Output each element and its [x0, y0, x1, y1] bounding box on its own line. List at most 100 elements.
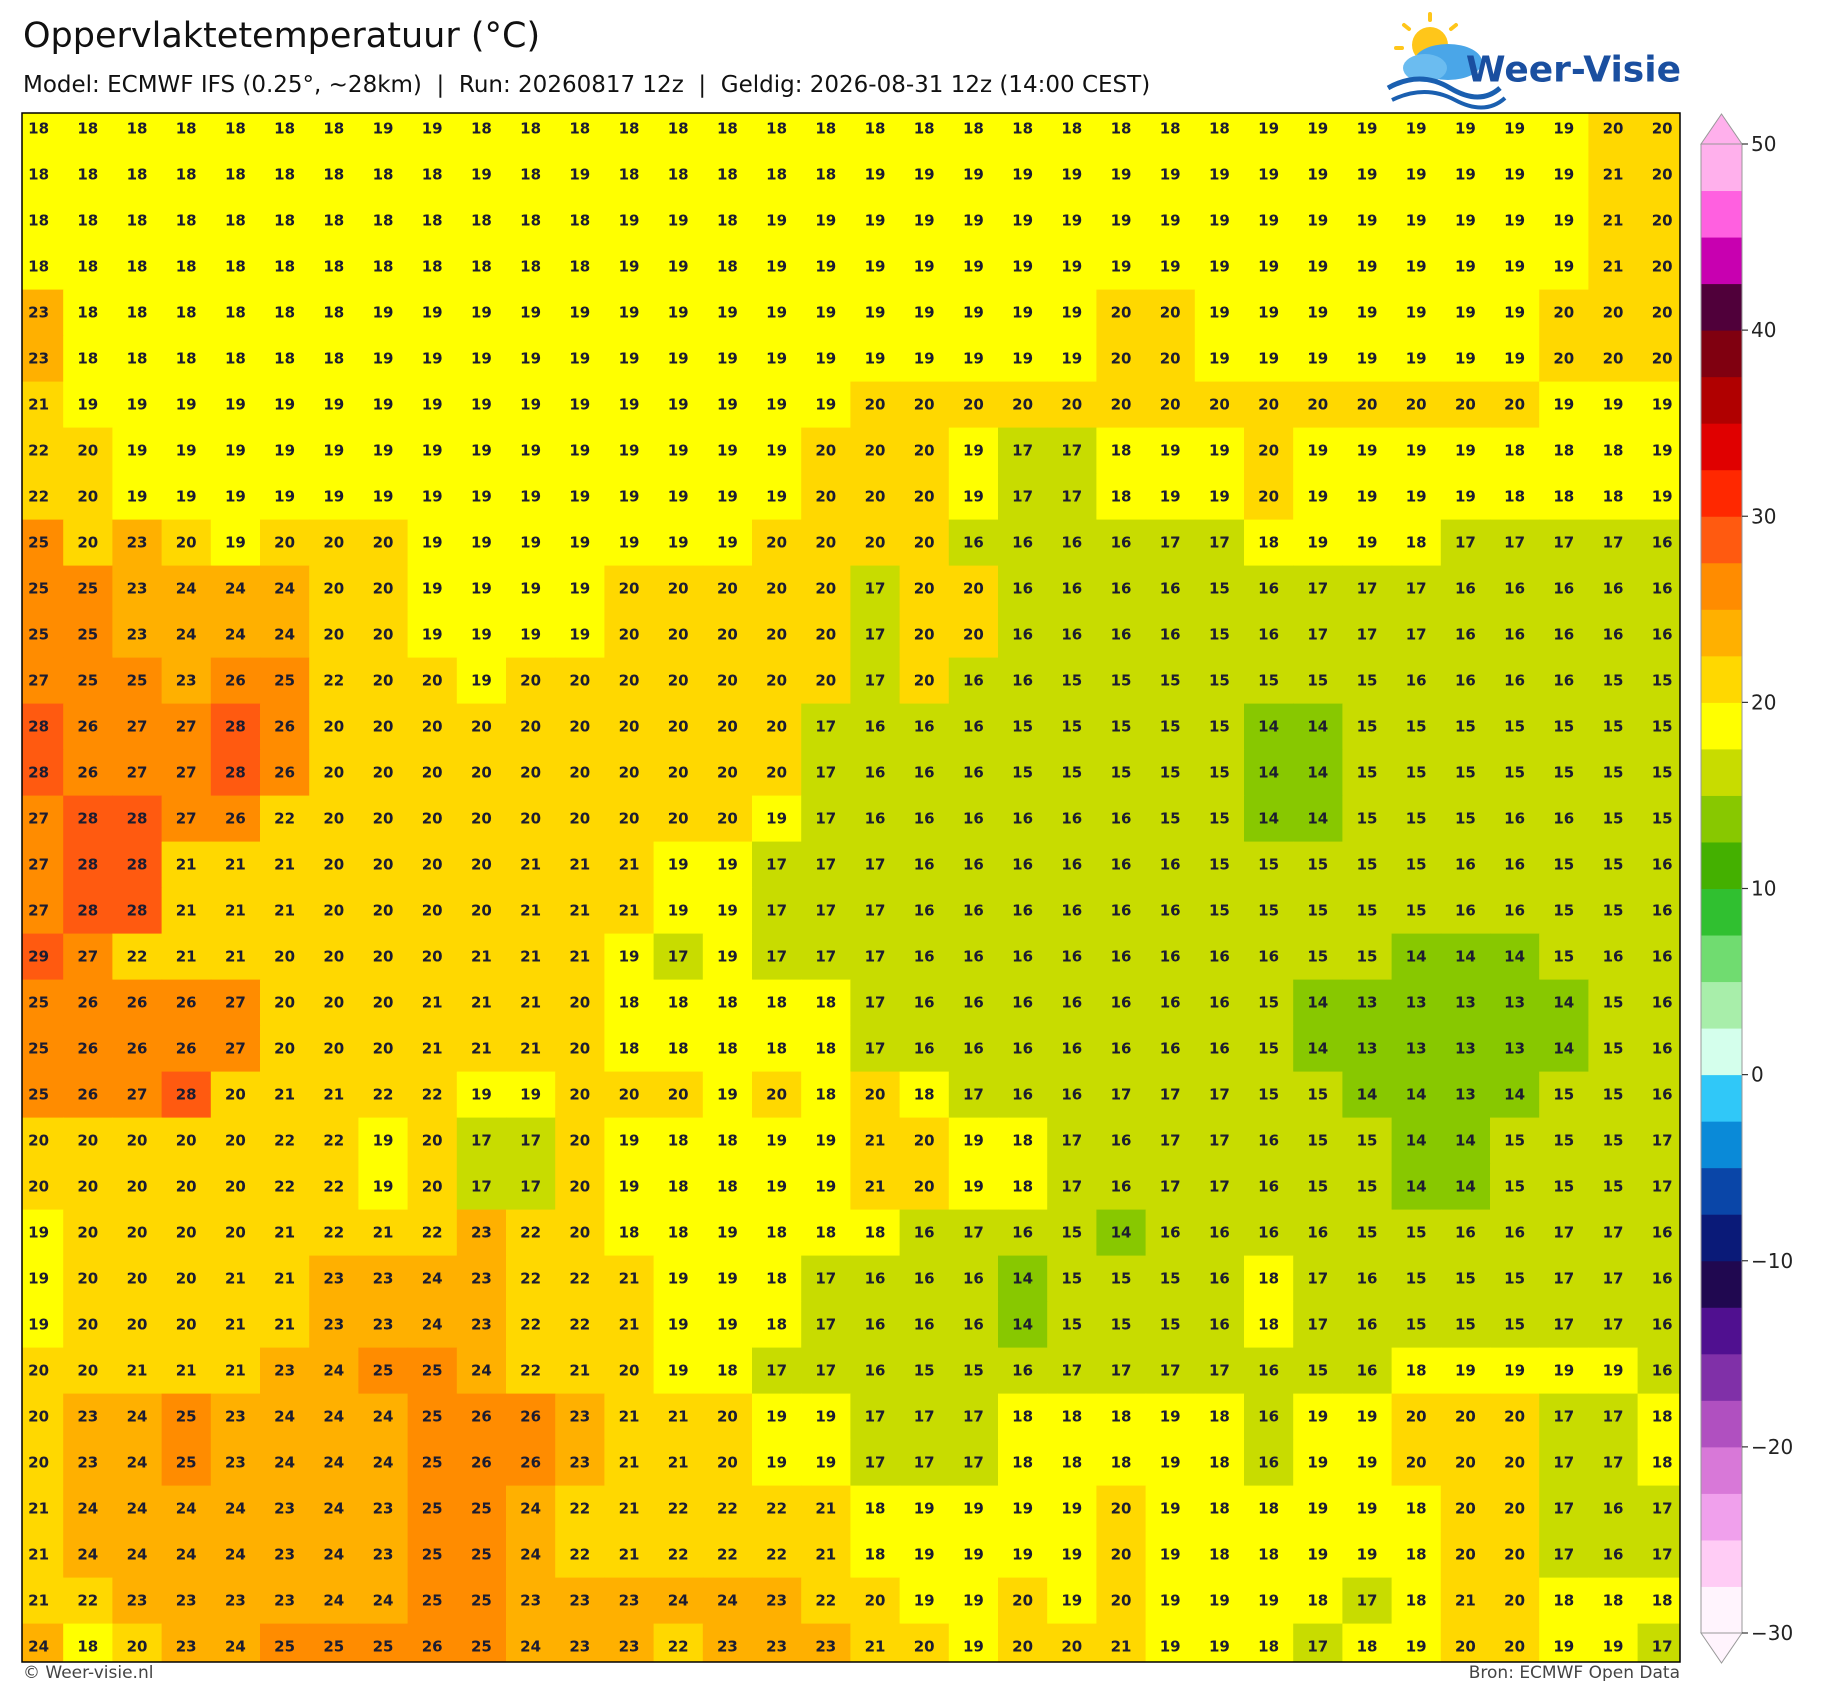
- temperature-cell: [260, 1209, 310, 1257]
- temperature-cell: [1096, 611, 1147, 659]
- temperature-value: 15: [1504, 1132, 1525, 1150]
- temperature-value: 22: [668, 1638, 689, 1656]
- temperature-cell: [1588, 243, 1639, 291]
- temperature-cell: [210, 565, 261, 613]
- temperature-cell: [653, 979, 704, 1027]
- temperature-cell: [1539, 427, 1589, 475]
- temperature-value: 15: [1553, 948, 1574, 966]
- temperature-cell: [702, 749, 753, 797]
- temperature-cell: [161, 565, 212, 613]
- temperature-cell: [752, 473, 802, 521]
- temperature-cell: [850, 1163, 901, 1211]
- temperature-cell: [1490, 289, 1540, 337]
- temperature-cell: [1391, 933, 1442, 981]
- temperature-cell: [1194, 381, 1245, 429]
- temperature-cell: [899, 841, 950, 889]
- colorbar-band: [1701, 1074, 1742, 1122]
- temperature-cell: [309, 841, 359, 889]
- temperature-cell: [1391, 335, 1442, 383]
- temperature-cell: [63, 1393, 113, 1441]
- temperature-value: 21: [274, 1316, 295, 1334]
- temperature-cell: [850, 979, 901, 1027]
- temperature-cell: [1096, 657, 1147, 705]
- temperature-value: 19: [1012, 258, 1033, 276]
- temperature-value: 19: [1160, 1592, 1181, 1610]
- temperature-value: 20: [865, 488, 886, 506]
- temperature-cell: [22, 1485, 64, 1533]
- temperature-cell: [1391, 795, 1442, 843]
- temperature-cell: [1194, 1577, 1245, 1625]
- temperature-cell: [1637, 1347, 1680, 1395]
- temperature-cell: [1539, 933, 1589, 981]
- temperature-value: 16: [1061, 902, 1082, 920]
- temperature-value: 26: [422, 1638, 443, 1656]
- temperature-cell: [161, 611, 212, 659]
- temperature-cell: [1490, 243, 1540, 291]
- temperature-cell: [63, 1531, 113, 1579]
- temperature-value: 20: [323, 810, 344, 828]
- temperature-cell: [1342, 289, 1393, 337]
- temperature-value: 20: [77, 1270, 98, 1288]
- temperature-cell: [358, 1071, 409, 1119]
- temperature-value: 19: [471, 488, 492, 506]
- temperature-value: 23: [225, 1408, 246, 1426]
- temperature-cell: [63, 703, 113, 751]
- temperature-cell: [1440, 795, 1491, 843]
- temperature-value: 27: [176, 718, 197, 736]
- temperature-cell: [210, 1347, 261, 1395]
- temperature-cell: [22, 151, 64, 199]
- temperature-value: 21: [28, 1592, 49, 1610]
- temperature-cell: [899, 611, 950, 659]
- temperature-value: 18: [717, 994, 738, 1012]
- temperature-cell: [1588, 1347, 1639, 1395]
- temperature-value: 14: [1406, 948, 1427, 966]
- temperature-labels: 18 18 18 18 18 18 18 19 19 18 18 18 18 18 18 18 18 18 18 18…: [28, 120, 1672, 1656]
- temperature-cell: [161, 1209, 212, 1257]
- temperature-value: 21: [274, 1224, 295, 1242]
- temperature-value: 17: [865, 856, 886, 874]
- temperature-cell: [407, 197, 458, 245]
- temperature-value: 17: [1652, 1546, 1673, 1564]
- temperature-cell: [998, 1531, 1048, 1579]
- temperature-value: 19: [914, 212, 935, 230]
- temperature-cell: [653, 565, 704, 613]
- title: Oppervlaktetemperatuur (°C): [23, 16, 540, 56]
- temperature-cell: [161, 1117, 212, 1165]
- temperature-cell: [1194, 1301, 1245, 1349]
- temperature-cell: [948, 1347, 999, 1395]
- temperature-value: 14: [1406, 1086, 1427, 1104]
- temperature-value: 19: [1061, 166, 1082, 184]
- temperature-cell: [850, 1439, 901, 1487]
- temperature-cell: [63, 1071, 113, 1119]
- temperature-value: 16: [914, 718, 935, 736]
- temperature-value: 18: [520, 258, 541, 276]
- temperature-cell: [850, 841, 901, 889]
- temperature-value: 18: [1553, 488, 1574, 506]
- temperature-value: 19: [1553, 166, 1574, 184]
- temperature-cell: [1490, 197, 1540, 245]
- temperature-cell: [1588, 473, 1639, 521]
- temperature-value: 17: [1209, 1086, 1230, 1104]
- temperature-value: 19: [1406, 166, 1427, 184]
- temperature-value: 21: [471, 994, 492, 1012]
- temperature-value: 17: [815, 856, 836, 874]
- temperature-value: 19: [1061, 1546, 1082, 1564]
- temperature-cell: [407, 519, 458, 567]
- temperature-cell: [702, 1163, 753, 1211]
- temperature-cell: [161, 1623, 212, 1662]
- temperature-value: 20: [176, 1316, 197, 1334]
- temperature-cell: [506, 795, 556, 843]
- temperature-value: 16: [1553, 672, 1574, 690]
- temperature-value: 25: [28, 994, 49, 1012]
- temperature-value: 19: [176, 442, 197, 460]
- temperature-value: 16: [865, 764, 886, 782]
- temperature-value: 17: [1061, 442, 1082, 460]
- temperature-value: 18: [619, 166, 640, 184]
- temperature-cell: [752, 1117, 802, 1165]
- temperature-value: 19: [28, 1270, 49, 1288]
- temperature-cell: [653, 1623, 704, 1662]
- temperature-value: 20: [569, 1178, 590, 1196]
- temperature-cell: [210, 151, 261, 199]
- temperature-value: 21: [619, 1500, 640, 1518]
- temperature-cell: [358, 795, 409, 843]
